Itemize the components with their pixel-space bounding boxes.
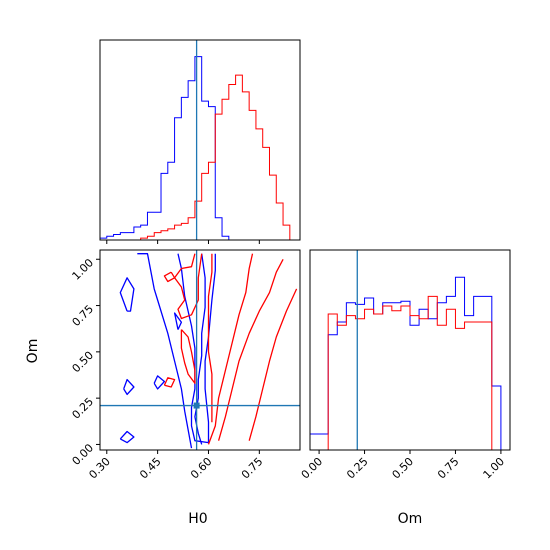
contour-series-0-line-7 [153, 375, 166, 390]
h0-hist-frame [99, 39, 301, 241]
contour-plot-area [100, 250, 300, 450]
contour-y-tick-label-2: 0.50 [70, 349, 97, 376]
h0-hist-plot-area [100, 40, 300, 240]
om-hist-x-tick-label-2: 0.50 [390, 455, 417, 482]
contour-x-tick-label-2: 0.60 [188, 455, 215, 482]
contour-series-1-line-1 [207, 253, 254, 445]
contour-series-0-line-6 [119, 430, 135, 444]
h0-marginal-histogram-panel [99, 39, 301, 244]
om-hist-x-tick-label-3: 0.75 [435, 455, 462, 482]
y-axis-label-om: Om [25, 339, 41, 364]
contour-series-1-line-6 [163, 271, 176, 283]
contour-y-tick-label-0: 0.00 [70, 441, 97, 468]
contour-x-tick-label-0: 0.30 [86, 455, 113, 482]
contour-y-tick-label-1: 0.25 [70, 395, 97, 422]
contour-y-tick-label-4: 1.00 [70, 256, 97, 283]
om-hist-step-series-1 [310, 295, 501, 450]
contour-truth-marker [193, 402, 200, 409]
contour-series-0-line-0 [137, 253, 193, 449]
contour-series-1-line-5 [180, 329, 196, 384]
contour-series-1-line-3 [207, 253, 213, 423]
contour-series-0-line-5 [123, 378, 135, 396]
contour-x-tick-label-1: 0.45 [137, 455, 164, 482]
contour-series-1-line-0 [217, 258, 284, 441]
om-marginal-histogram-panel: 0.00 0.25 0.50 0.75 1.00 [299, 249, 511, 482]
om-hist-x-tick-label-4: 1.00 [481, 455, 508, 482]
om-hist-step-series-0 [310, 276, 502, 450]
x-axis-label-om: Om [398, 511, 423, 527]
contour-series-0-line-3 [173, 312, 183, 330]
contour-series-1-line-7 [163, 377, 176, 388]
h0-hist-step-series-0 [100, 56, 300, 240]
contour-x-tick-label-3: 0.75 [239, 455, 266, 482]
om-hist-x-tick-label-1: 0.25 [344, 455, 371, 482]
om-vs-h0-contour-panel: 0.30 0.45 0.60 0.75 0.00 0.25 0.50 0.75 1.00 [70, 249, 301, 482]
om-hist-frame [309, 249, 511, 451]
om-hist-x-tick-label-0: 0.00 [299, 455, 326, 482]
contour-frame [99, 249, 301, 451]
h0-hist-step-series-1 [100, 74, 300, 240]
om-hist-plot-area [310, 250, 502, 450]
contour-series-0-line-4 [119, 277, 135, 312]
contour-series-1-line-4 [173, 253, 203, 320]
contour-series-1-line-2 [248, 288, 298, 441]
x-axis-label-h0: H0 [188, 511, 207, 527]
contour-y-tick-label-3: 0.75 [70, 302, 97, 329]
